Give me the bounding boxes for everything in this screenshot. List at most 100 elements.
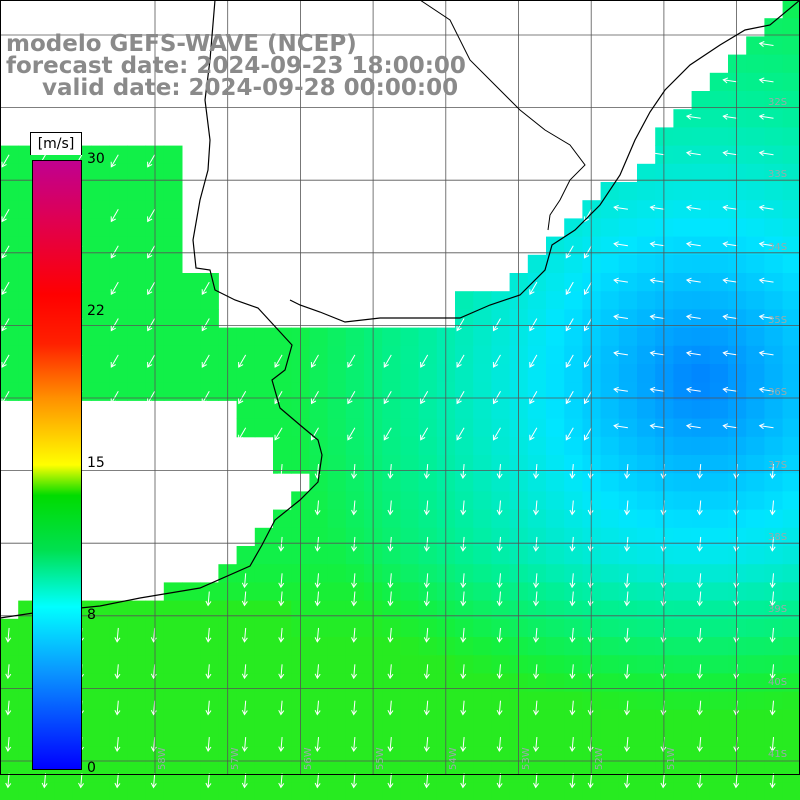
wind-speed-cell <box>709 163 729 183</box>
wind-arrow-shaft <box>565 245 574 259</box>
wind-speed-cell <box>764 291 784 310</box>
wind-arrow-head <box>529 434 535 441</box>
wind-arrow-shaft <box>316 573 319 588</box>
wind-speed-cell <box>691 200 711 219</box>
wind-arrow-shaft <box>686 206 701 210</box>
wind-arrow-head <box>733 673 740 680</box>
wind-speed-cell <box>673 127 693 147</box>
wind-speed-cell <box>709 782 729 800</box>
wind-speed-cell <box>200 637 219 656</box>
wind-arrow-shaft <box>316 664 319 679</box>
wind-speed-cell <box>673 582 693 602</box>
wind-arrow-shaft <box>7 700 10 715</box>
wind-arrow-head <box>1 216 7 223</box>
wind-speed-cell <box>782 709 800 729</box>
wind-speed-cell <box>728 218 747 238</box>
wind-speed-cell <box>782 455 800 474</box>
wind-speed-cell <box>163 618 183 638</box>
wind-arrow-shaft <box>650 206 665 210</box>
wind-speed-cell <box>618 673 638 693</box>
wind-speed-cell <box>782 200 800 219</box>
wind-speed-cell <box>782 473 800 492</box>
lat-label: 34S <box>768 242 788 253</box>
wind-speed-cell <box>109 364 128 383</box>
wind-speed-cell <box>637 291 656 310</box>
wind-speed-cell <box>728 364 747 383</box>
wind-arrow-shaft <box>759 152 774 156</box>
wind-arrow-head <box>722 241 729 248</box>
wind-arrow-shaft <box>771 536 774 551</box>
wind-speed-cell <box>637 309 656 329</box>
wind-speed-cell <box>709 473 729 492</box>
wind-arrow-shaft <box>699 536 702 551</box>
wind-arrow-head <box>533 600 540 607</box>
wind-arrow-head <box>1 289 7 296</box>
wind-speed-cell <box>782 728 800 747</box>
wind-arrow-shaft <box>771 464 774 479</box>
lat-label: 32S <box>768 97 788 108</box>
wind-speed-cell <box>236 782 256 800</box>
wind-arrow-shaft <box>280 591 283 606</box>
wind-arrow-head <box>533 746 540 752</box>
wind-speed-cell <box>746 764 765 784</box>
wind-speed-cell <box>709 764 729 784</box>
forecast-date: forecast date: 2024-09-23 18:00:00 <box>6 53 466 79</box>
wind-speed-cell <box>673 564 693 583</box>
wind-arrow-head <box>569 782 576 789</box>
wind-arrow-head <box>587 600 594 607</box>
wind-arrow-head <box>496 473 503 479</box>
wind-speed-cell <box>254 527 274 547</box>
wind-arrow-head <box>278 473 285 479</box>
wind-arrow-head <box>569 509 576 516</box>
wind-speed-cell <box>691 509 711 529</box>
wind-arrow-shaft <box>759 425 774 429</box>
wind-arrow-head <box>278 709 285 716</box>
wind-arrow-shaft <box>147 354 156 368</box>
wind-speed-cell <box>691 218 711 238</box>
wind-arrow-shaft <box>80 773 83 788</box>
wind-speed-cell <box>182 709 201 729</box>
wind-arrow-head <box>569 600 576 607</box>
wind-speed-cell <box>709 109 729 128</box>
wind-arrow-head <box>147 398 153 405</box>
wind-arrow-head <box>241 582 248 589</box>
wind-arrow-shaft <box>535 573 538 588</box>
wind-arrow-shaft <box>389 591 392 606</box>
wind-arrow-shaft <box>462 573 465 588</box>
wind-speed-cell <box>782 254 800 274</box>
wind-speed-cell <box>655 200 674 219</box>
wind-speed-cell <box>709 691 729 711</box>
wind-speed-cell <box>637 364 656 383</box>
wind-speed-cell <box>400 418 420 438</box>
wind-speed-cell <box>709 728 729 747</box>
wind-arrow-head <box>351 637 358 643</box>
wind-speed-cell <box>127 382 147 401</box>
wind-speed-cell <box>600 400 620 420</box>
wind-arrow-head <box>492 398 499 405</box>
wind-arrow-shaft <box>389 664 392 679</box>
wind-arrow-shaft <box>110 281 119 295</box>
wind-speed-cell <box>491 782 511 800</box>
wind-speed-cell <box>728 309 747 329</box>
wind-arrow-head <box>696 782 703 789</box>
wind-speed-cell <box>764 746 784 765</box>
wind-arrow-head <box>496 782 503 789</box>
wind-arrow-shaft <box>614 352 628 356</box>
wind-arrow-shaft <box>389 773 392 788</box>
wind-arrow-head <box>456 361 462 368</box>
wind-speed-cell <box>236 400 256 420</box>
wind-arrow-head <box>685 277 692 284</box>
wind-speed-cell <box>782 54 800 74</box>
wind-arrow-head <box>496 637 503 643</box>
wind-arrow-head <box>205 600 212 607</box>
wind-speed-cell <box>127 291 147 310</box>
wind-arrow-head <box>5 637 12 643</box>
wind-speed-cell <box>600 673 620 693</box>
coastline <box>0 0 800 619</box>
wind-speed-cell <box>564 364 583 383</box>
wind-speed-cell <box>746 345 765 365</box>
wind-speed-cell <box>527 546 547 565</box>
wind-arrow-head <box>533 782 540 789</box>
wind-speed-cell <box>418 600 438 620</box>
